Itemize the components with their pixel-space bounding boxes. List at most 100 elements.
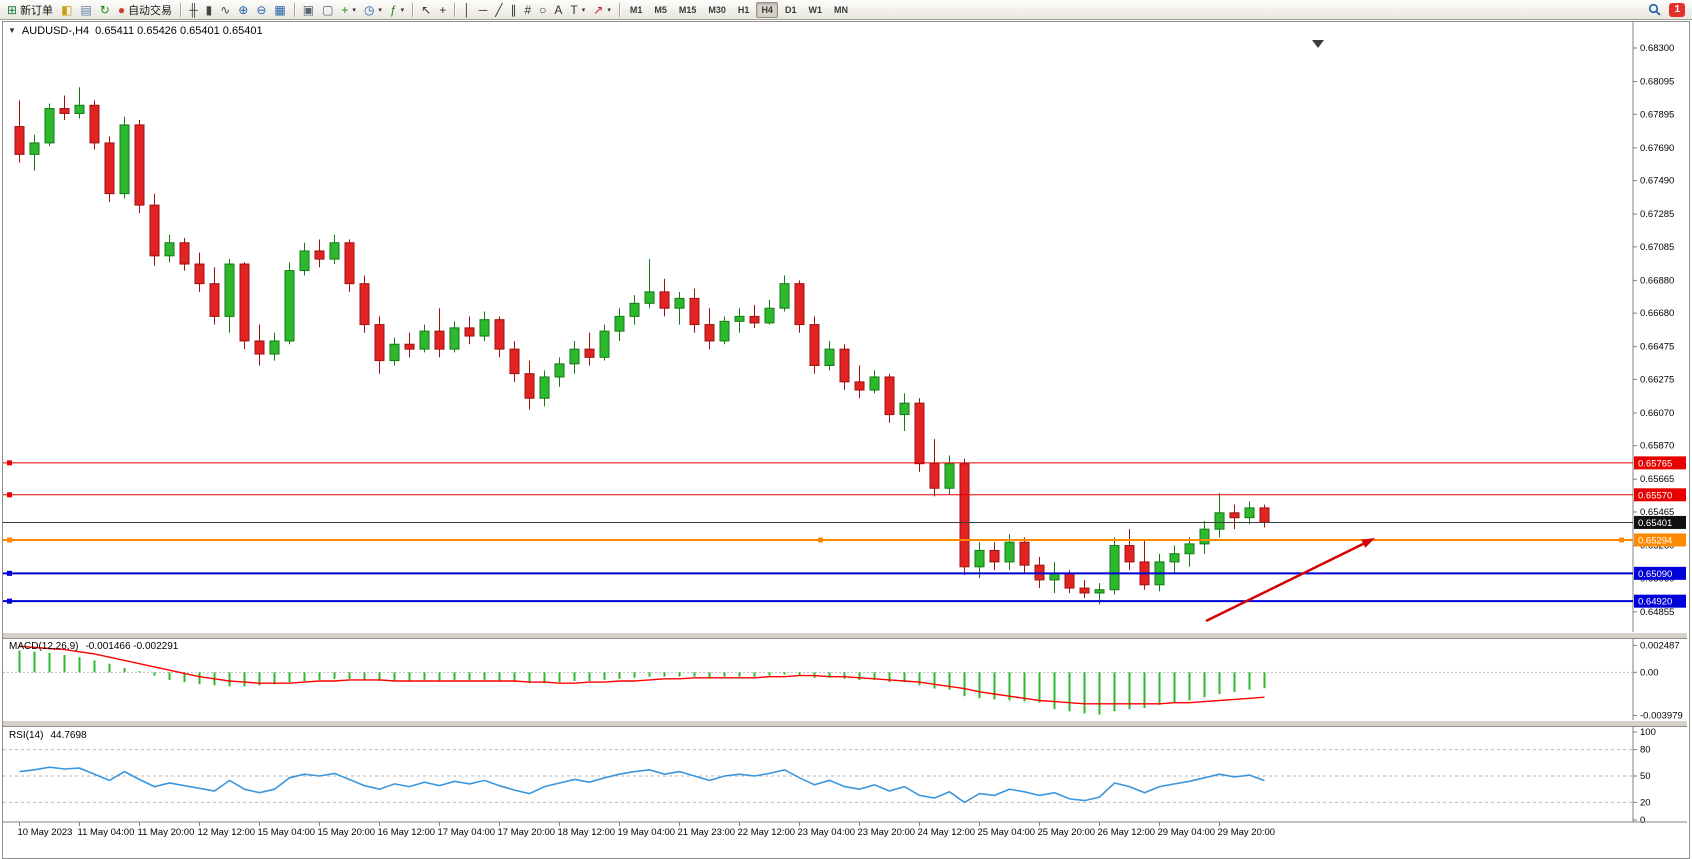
rsi-scale-label: 100 <box>1640 727 1656 738</box>
orange-level-line[interactable]: 0.65294 <box>3 533 1686 547</box>
refresh-icon: ↻ <box>99 2 110 17</box>
time-label: 17 May 20:00 <box>498 827 556 838</box>
candle <box>89 104 100 144</box>
line-handle[interactable] <box>7 460 12 466</box>
price-axis[interactable]: 0.68300 0.68095 0.67895 0.67690 0.67490 0.672… <box>1632 22 1674 822</box>
candle <box>449 327 460 350</box>
time-label: 29 May 20:00 <box>1218 827 1276 838</box>
chart-shift-marker[interactable] <box>1312 40 1324 48</box>
charts-icon[interactable]: ◧ <box>57 1 76 19</box>
candle <box>134 124 145 206</box>
timeframe-button-d1[interactable]: D1 <box>780 2 802 18</box>
chart-symbol-period: AUDUSD-,H4 <box>21 24 90 37</box>
candle <box>149 204 160 257</box>
main-toolbar: ⊞ 新订单 ◧ ▤ ↻ ● 自动交易 ╫ ▮ ∿ ⊕ ⊖ ▦ ▣ ▢ + ▾ ◷ ▾ ƒ ▾ ↖ + │ ─ ╱ ∥ # ○ A T ▾ ↗ ▾ M… <box>0 0 1692 20</box>
svg-text:0.66070: 0.66070 <box>1640 408 1674 419</box>
candle <box>1094 589 1105 594</box>
line-chart-icon[interactable]: ∿ <box>216 1 234 19</box>
candle <box>209 283 220 317</box>
candle <box>1199 528 1210 545</box>
new-order-button[interactable]: ⊞ 新订单 <box>3 1 57 19</box>
candle <box>1019 541 1030 566</box>
line-handle[interactable] <box>7 598 12 604</box>
timeframe-button-h1[interactable]: H1 <box>733 2 755 18</box>
autotrading-button[interactable]: ● 自动交易 <box>114 1 176 19</box>
new-chart-icon[interactable]: + ▾ <box>337 1 360 19</box>
line-chart-icon: ∿ <box>220 2 231 17</box>
zoom-in-icon[interactable]: ⊕ <box>234 1 252 19</box>
timeframe-button-mn[interactable]: MN <box>829 2 853 18</box>
line-handle[interactable] <box>7 570 12 576</box>
candle <box>914 402 925 465</box>
panel-separator[interactable] <box>3 720 1687 727</box>
candle <box>764 307 775 324</box>
horizontal-line-icon[interactable]: ─ <box>475 1 492 19</box>
trend-arrow-annotation[interactable] <box>1205 538 1375 623</box>
price-chart-canvas[interactable]: 0.68300 0.68095 0.67895 0.67690 0.67490 0.672… <box>3 22 1687 842</box>
svg-text:0.65665: 0.65665 <box>1640 474 1674 485</box>
timeframe-button-w1[interactable]: W1 <box>803 2 827 18</box>
candle <box>1109 545 1120 591</box>
autotrading-button-label: 自动交易 <box>128 4 173 17</box>
crosshair-icon[interactable]: + <box>435 1 450 19</box>
shapes-icon: ○ <box>539 2 547 17</box>
candle <box>344 242 355 285</box>
cascade-windows-icon: ▢ <box>322 2 334 17</box>
zoom-out-icon[interactable]: ⊖ <box>252 1 270 19</box>
print-icon[interactable]: ▤ <box>76 1 95 19</box>
timeframe-button-m15[interactable]: M15 <box>674 2 702 18</box>
support-line-2[interactable]: 0.64920 <box>3 594 1686 608</box>
notification-badge[interactable]: 1 <box>1669 2 1685 17</box>
expand-arrow-icon[interactable]: ▼ <box>8 26 16 35</box>
bar-chart-icon[interactable]: ╫ <box>185 1 202 19</box>
current-price-line[interactable]: 0.65401 <box>3 515 1686 529</box>
panel-separator[interactable] <box>3 632 1687 639</box>
line-handle[interactable] <box>7 537 12 543</box>
candle <box>44 108 55 144</box>
arrows-icon[interactable]: ↗ ▾ <box>589 1 615 19</box>
candle <box>104 142 115 195</box>
text-icon: A <box>554 2 563 17</box>
shapes-icon[interactable]: ○ <box>535 1 550 19</box>
macd-indicator-label: MACD(12,26,9) -0.001466 -0.002291 <box>9 641 178 652</box>
timeframe-button-h4[interactable]: H4 <box>756 1 778 18</box>
line-handle[interactable] <box>1619 537 1624 543</box>
support-line-1[interactable]: 0.65090 <box>3 566 1686 580</box>
text-label-icon[interactable]: T ▾ <box>566 1 589 19</box>
candle <box>1259 507 1270 523</box>
line-handle[interactable] <box>7 492 12 498</box>
candle <box>749 315 760 324</box>
timeframe-button-m1[interactable]: M1 <box>625 2 648 18</box>
candlestick-chart-icon[interactable]: ▮ <box>202 1 217 19</box>
fibonacci-icon[interactable]: # <box>520 1 535 19</box>
timeframe-button-m5[interactable]: M5 <box>649 2 672 18</box>
candle <box>509 348 520 375</box>
candle <box>899 402 910 416</box>
time-axis[interactable]: 10 May 2023 11 May 04:00 11 May 20:00 12 Ma… <box>3 821 1687 838</box>
resistance-line-2[interactable]: 0.65570 <box>3 488 1686 502</box>
cascade-windows-icon[interactable]: ▢ <box>318 1 337 19</box>
periods-icon[interactable]: ◷ ▾ <box>360 1 386 19</box>
chart-ohlc-values: 0.65411 0.65426 0.65401 0.65401 <box>95 24 263 37</box>
arrange-windows-icon[interactable]: ▣ <box>299 1 318 19</box>
candle <box>374 324 385 362</box>
resistance-line-1[interactable]: 0.65765 <box>3 456 1686 470</box>
candle <box>929 463 940 489</box>
equidistant-channel-icon[interactable]: ∥ <box>506 1 520 19</box>
indicators-icon[interactable]: ƒ ▾ <box>386 1 408 19</box>
time-label: 25 May 04:00 <box>978 827 1036 838</box>
svg-text:0.67690: 0.67690 <box>1640 143 1674 154</box>
candle <box>299 250 310 272</box>
search-button[interactable] <box>1644 1 1665 19</box>
price-label-box <box>1634 594 1686 608</box>
vertical-line-icon[interactable]: │ <box>459 1 475 19</box>
text-icon[interactable]: A <box>550 1 566 19</box>
line-handle[interactable] <box>818 537 823 543</box>
time-label: 26 May 12:00 <box>1098 827 1156 838</box>
cursor-icon[interactable]: ↖ <box>417 1 435 19</box>
trendline-icon[interactable]: ╱ <box>491 1 506 19</box>
timeframe-button-m30[interactable]: M30 <box>703 2 731 18</box>
tile-windows-icon[interactable]: ▦ <box>270 1 289 19</box>
svg-text:0.64855: 0.64855 <box>1640 607 1674 618</box>
refresh-icon[interactable]: ↻ <box>96 1 114 19</box>
